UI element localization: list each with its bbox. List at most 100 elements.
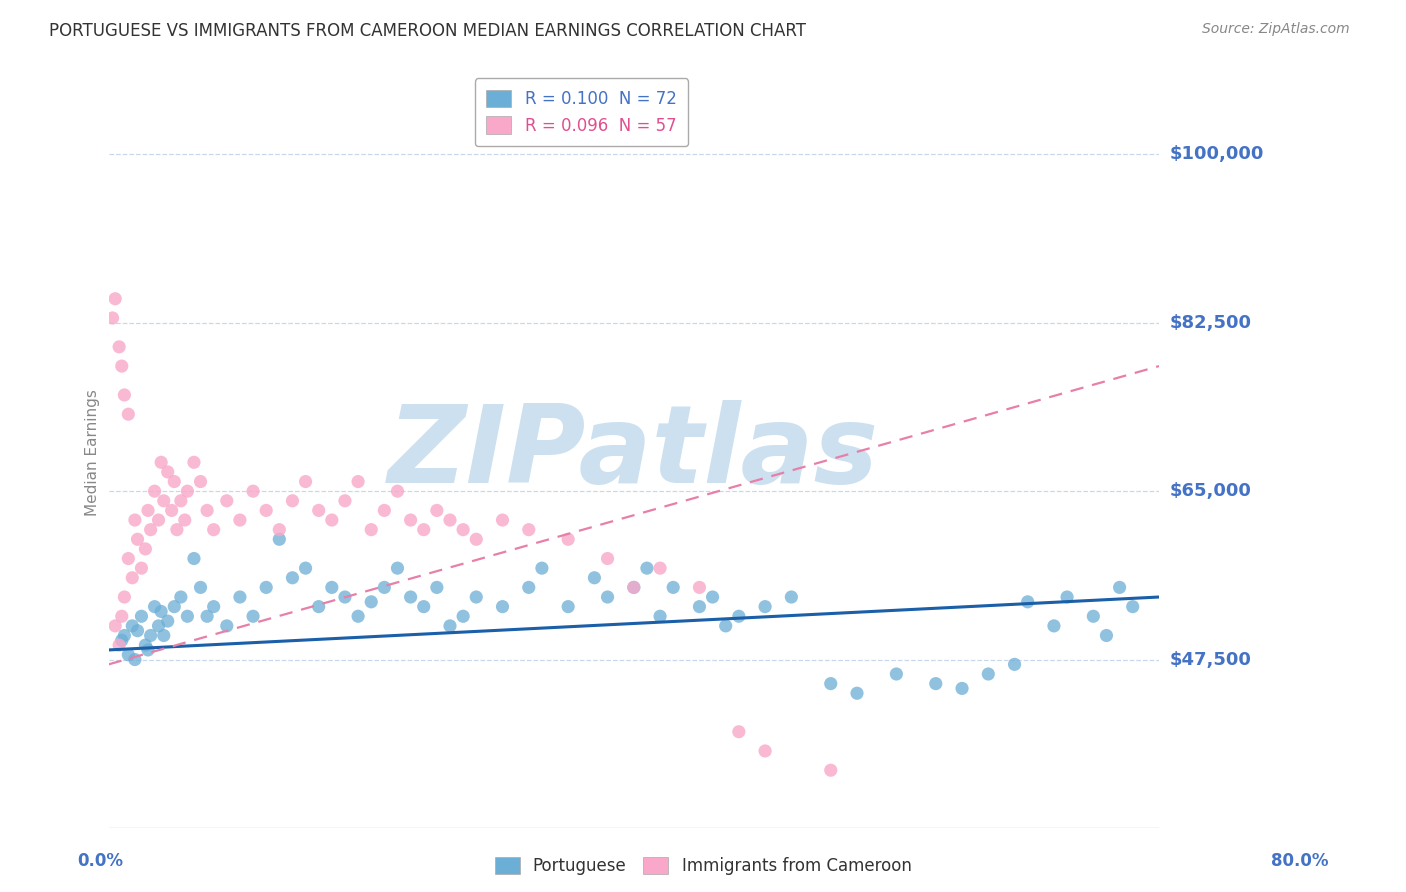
Point [124, 652, 146, 666]
Point [117, 551, 139, 566]
Point [163, 599, 186, 614]
Point [1017, 595, 1039, 609]
Point [688, 599, 710, 614]
Point [183, 455, 205, 469]
Point [846, 686, 869, 700]
Point [170, 590, 193, 604]
Point [583, 571, 606, 585]
Point [950, 681, 973, 696]
Point [108, 340, 131, 354]
Point [202, 523, 225, 537]
Point [451, 609, 474, 624]
Point [195, 503, 218, 517]
Point [136, 503, 159, 517]
Point [176, 609, 198, 624]
Point [152, 493, 174, 508]
Point [1108, 581, 1130, 595]
Text: $100,000: $100,000 [1170, 145, 1264, 163]
Point [136, 643, 159, 657]
Point [399, 513, 422, 527]
Point [117, 407, 139, 421]
Point [242, 484, 264, 499]
Point [242, 609, 264, 624]
Point [321, 581, 343, 595]
Point [754, 599, 776, 614]
Point [820, 676, 842, 690]
Point [491, 513, 513, 527]
Point [1004, 657, 1026, 672]
Point [465, 590, 488, 604]
Point [112, 628, 135, 642]
Point [399, 590, 422, 604]
Point [780, 590, 803, 604]
Point [150, 604, 173, 618]
Point [121, 619, 143, 633]
Point [127, 533, 149, 547]
Point [977, 667, 1000, 681]
Point [1083, 609, 1105, 624]
Point [387, 561, 409, 575]
Point [134, 541, 156, 556]
Point [886, 667, 908, 681]
Point [648, 609, 671, 624]
Point [112, 590, 135, 604]
Point [426, 581, 449, 595]
Point [727, 609, 749, 624]
Point [148, 513, 170, 527]
Point [134, 638, 156, 652]
Point [688, 581, 710, 595]
Point [117, 648, 139, 662]
Point [183, 551, 205, 566]
Point [439, 513, 461, 527]
Point [215, 493, 238, 508]
Point [426, 503, 449, 517]
Point [254, 503, 277, 517]
Point [254, 581, 277, 595]
Point [1056, 590, 1078, 604]
Point [111, 633, 134, 648]
Point [347, 475, 370, 489]
Point [269, 523, 291, 537]
Point [596, 590, 619, 604]
Point [124, 513, 146, 527]
Text: 0.0%: 0.0% [77, 852, 124, 870]
Point [176, 484, 198, 499]
Point [190, 581, 212, 595]
Point [121, 571, 143, 585]
Text: $82,500: $82,500 [1170, 314, 1253, 332]
Point [143, 599, 166, 614]
Point [112, 388, 135, 402]
Y-axis label: Median Earnings: Median Earnings [86, 389, 100, 516]
Point [517, 581, 540, 595]
Point [727, 724, 749, 739]
Point [281, 571, 304, 585]
Point [412, 599, 434, 614]
Point [557, 533, 579, 547]
Point [623, 581, 645, 595]
Text: $47,500: $47,500 [1170, 650, 1251, 669]
Point [139, 628, 162, 642]
Point [360, 595, 382, 609]
Point [143, 484, 166, 499]
Point [229, 513, 252, 527]
Point [373, 503, 395, 517]
Point [820, 763, 842, 777]
Point [170, 493, 193, 508]
Point [281, 493, 304, 508]
Point [925, 676, 948, 690]
Point [111, 359, 134, 373]
Point [648, 561, 671, 575]
Point [491, 599, 513, 614]
Point [1043, 619, 1066, 633]
Point [131, 609, 153, 624]
Point [373, 581, 395, 595]
Point [127, 624, 149, 638]
Point [101, 310, 124, 325]
Point [160, 503, 183, 517]
Point [173, 513, 195, 527]
Point [163, 475, 186, 489]
Point [517, 523, 540, 537]
Point [139, 523, 162, 537]
Point [195, 609, 218, 624]
Point [229, 590, 252, 604]
